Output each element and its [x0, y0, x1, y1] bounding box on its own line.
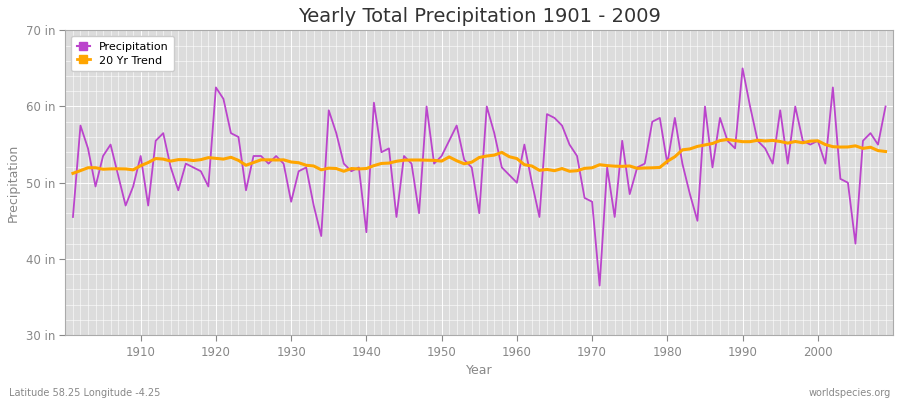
Text: Latitude 58.25 Longitude -4.25: Latitude 58.25 Longitude -4.25: [9, 388, 160, 398]
Title: Yearly Total Precipitation 1901 - 2009: Yearly Total Precipitation 1901 - 2009: [298, 7, 661, 26]
Text: worldspecies.org: worldspecies.org: [809, 388, 891, 398]
Legend: Precipitation, 20 Yr Trend: Precipitation, 20 Yr Trend: [71, 36, 174, 71]
Y-axis label: Precipitation: Precipitation: [7, 144, 20, 222]
X-axis label: Year: Year: [466, 364, 492, 377]
